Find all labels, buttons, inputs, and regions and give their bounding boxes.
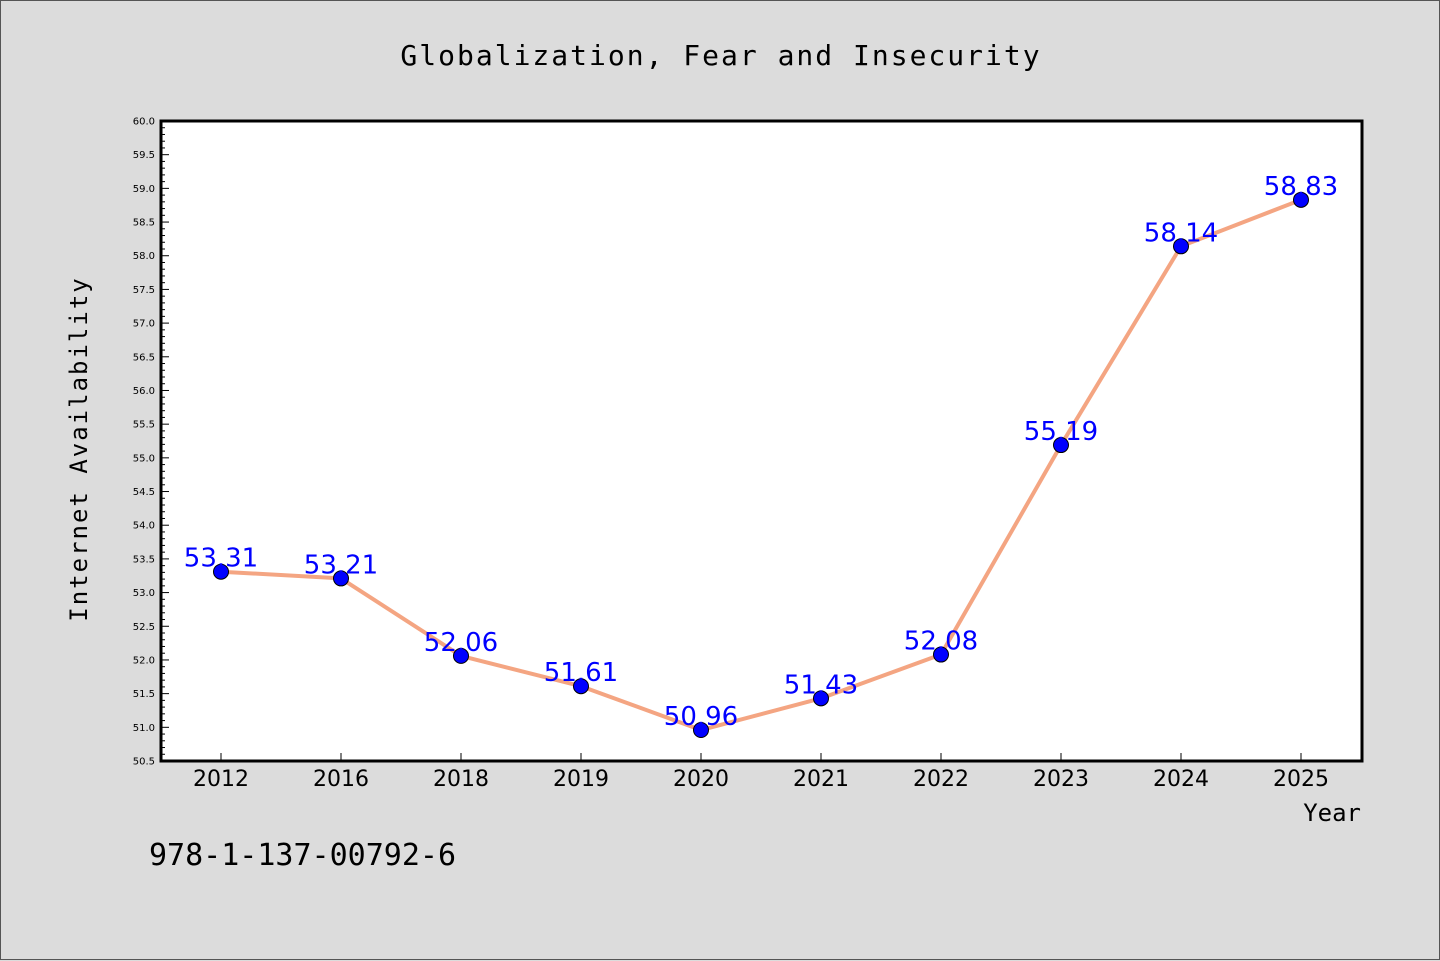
x-tick-label: 2021 (793, 767, 849, 792)
y-tick-label: 51.5 (133, 689, 155, 700)
data-label: 58.14 (1144, 218, 1218, 248)
data-point (333, 570, 349, 587)
x-tick-label: 2016 (313, 767, 369, 792)
y-tick-label: 58.5 (133, 218, 155, 229)
data-point (1053, 437, 1069, 454)
y-tick-label: 53.5 (133, 554, 155, 565)
data-point (453, 647, 469, 664)
data-point (813, 690, 829, 707)
y-tick-label: 52.0 (133, 655, 155, 666)
data-label: 51.61 (544, 658, 618, 688)
x-tick-label: 2023 (1033, 767, 1089, 792)
y-tick-label: 55.0 (133, 453, 155, 464)
data-label: 52.08 (904, 627, 978, 657)
data-point (933, 646, 949, 663)
data-point (573, 678, 589, 695)
y-tick-label: 56.5 (133, 352, 155, 363)
y-tick-label: 57.0 (133, 319, 155, 330)
data-point (693, 722, 709, 739)
x-tick-label: 2025 (1273, 767, 1329, 792)
series-layer: 53.31 53.21 52.06 51.61 50.96 51.43 52.08 55.19… (184, 172, 1338, 739)
x-tick-label: 2020 (673, 767, 729, 792)
data-label: 50.96 (664, 702, 738, 732)
y-tick-label: 56.0 (133, 386, 155, 397)
x-tick-label: 2012 (193, 767, 249, 792)
x-axis-label: Year (1303, 799, 1361, 827)
data-point (213, 563, 229, 580)
y-axis: 50.5 51.0 51.5 52.0 52.5 53.0 53.5 54.0 54.5 55.0… (133, 117, 169, 768)
data-label: 58.83 (1264, 172, 1338, 202)
data-point (1173, 238, 1189, 255)
data-label: 53.31 (184, 544, 258, 574)
y-tick-label: 55.5 (133, 420, 155, 431)
x-tick-label: 2022 (913, 767, 969, 792)
y-tick-label: 51.0 (133, 723, 155, 734)
x-tick-label: 2019 (553, 767, 609, 792)
y-tick-label: 53.0 (133, 588, 155, 599)
x-axis: 2012 2016 2018 2019 2020 2021 2022 2023 2024 2025 (193, 753, 1329, 792)
y-tick-label: 54.0 (133, 521, 155, 532)
x-tick-label: 2024 (1153, 767, 1209, 792)
x-tick-label: 2018 (433, 767, 489, 792)
y-tick-label: 58.0 (133, 251, 155, 262)
y-tick-label: 60.0 (133, 117, 155, 128)
y-tick-label: 50.5 (133, 757, 155, 768)
data-label: 55.19 (1024, 417, 1098, 447)
y-tick-label: 59.0 (133, 184, 155, 195)
y-tick-label: 54.5 (133, 487, 155, 498)
series-line (219, 197, 1303, 733)
plot-area (159, 119, 1364, 763)
data-label: 51.43 (784, 670, 858, 700)
isbn-text: 978-1-137-00792-6 (149, 838, 456, 873)
data-label: 52.06 (424, 628, 498, 658)
y-tick-label: 52.5 (133, 622, 155, 633)
data-point (1293, 191, 1309, 208)
chart-title: Globalization, Fear and Insecurity (400, 39, 1041, 72)
y-tick-label: 59.5 (133, 150, 155, 161)
y-axis-label: Internet Availability (65, 276, 93, 621)
y-tick-label: 57.5 (133, 285, 155, 296)
data-label: 53.21 (304, 550, 378, 580)
